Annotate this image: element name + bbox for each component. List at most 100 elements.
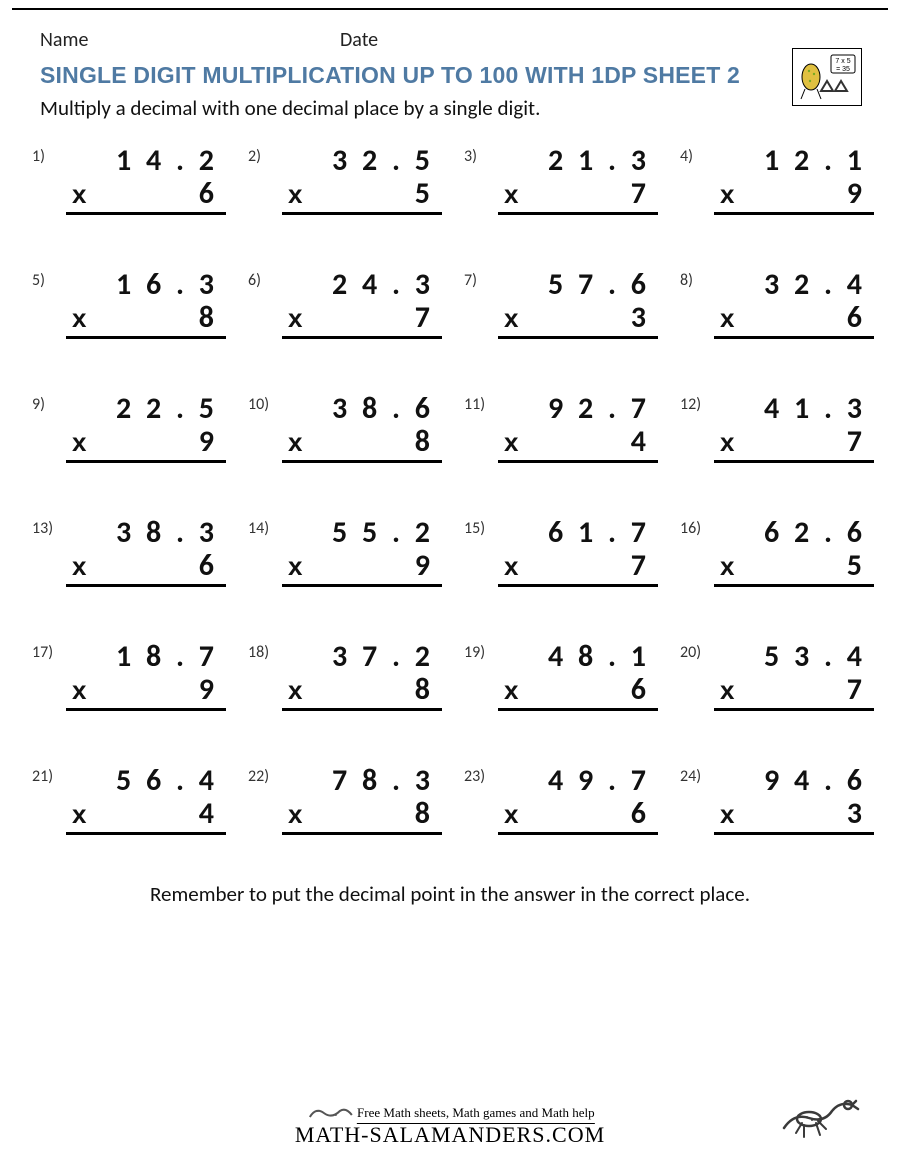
multiplier-row: x3 bbox=[498, 303, 658, 339]
times-symbol: x bbox=[720, 796, 734, 832]
times-symbol: x bbox=[72, 176, 86, 212]
times-symbol: x bbox=[720, 548, 734, 584]
problem-number: 4) bbox=[680, 147, 693, 166]
multiplicand: 2 4 . 3 bbox=[282, 267, 442, 303]
problem-stack: 2 2 . 5x 9 bbox=[66, 391, 226, 463]
multiplier: 3 bbox=[631, 300, 650, 336]
multiplicand: 1 8 . 7 bbox=[66, 639, 226, 675]
multiplicand: 9 4 . 6 bbox=[714, 763, 874, 799]
multiplier: 6 bbox=[847, 300, 866, 336]
header-line: Name Date bbox=[0, 10, 900, 58]
problem-number: 5) bbox=[32, 271, 45, 290]
problem: 11) 9 2 . 7x4 bbox=[460, 391, 658, 463]
times-symbol: x bbox=[288, 176, 302, 212]
multiplicand: 5 7 . 6 bbox=[498, 267, 658, 303]
multiplicand: 3 8 . 6 bbox=[282, 391, 442, 427]
multiplier: 8 bbox=[415, 796, 434, 832]
multiplier: 6 bbox=[199, 176, 218, 212]
problem-number: 19) bbox=[464, 643, 485, 662]
problem: 20)5 3 . 4x7 bbox=[676, 639, 874, 711]
multiplicand: 1 6 . 3 bbox=[66, 267, 226, 303]
multiplier-row: x8 bbox=[282, 675, 442, 711]
problem-number: 24) bbox=[680, 767, 701, 786]
problem: 18)3 7 . 2x8 bbox=[244, 639, 442, 711]
multiplicand: 3 2 . 5 bbox=[282, 143, 442, 179]
multiplicand: 5 5 . 2 bbox=[282, 515, 442, 551]
problem-stack: 9 2 . 7x4 bbox=[498, 391, 658, 463]
multiplier-row: x7 bbox=[498, 551, 658, 587]
problem-number: 16) bbox=[680, 519, 701, 538]
times-symbol: x bbox=[288, 424, 302, 460]
multiplicand: 6 2 . 6 bbox=[714, 515, 874, 551]
multiplier-row: x6 bbox=[498, 675, 658, 711]
problem-number: 7) bbox=[464, 271, 477, 290]
multiplicand: 1 2 . 1 bbox=[714, 143, 874, 179]
multiplicand: 7 8 . 3 bbox=[282, 763, 442, 799]
multiplier: 7 bbox=[631, 176, 650, 212]
footer-url: MATH-SALAMANDERS.COM bbox=[295, 1122, 605, 1148]
multiplicand: 2 2 . 5 bbox=[66, 391, 226, 427]
problem-stack: 2 1 . 3x7 bbox=[498, 143, 658, 215]
multiplicand: 3 7 . 2 bbox=[282, 639, 442, 675]
multiplier-row: x7 bbox=[282, 303, 442, 339]
multiplicand: 4 1 . 3 bbox=[714, 391, 874, 427]
problem: 19) 4 8 . 1x6 bbox=[460, 639, 658, 711]
problem-stack: 7 8 . 3x8 bbox=[282, 763, 442, 835]
problem-number: 14) bbox=[248, 519, 269, 538]
multiplier-row: x5 bbox=[714, 551, 874, 587]
multiplier-row: x4 bbox=[66, 799, 226, 835]
times-symbol: x bbox=[720, 672, 734, 708]
multiplicand: 3 8 . 3 bbox=[66, 515, 226, 551]
svg-text:= 35: = 35 bbox=[836, 66, 850, 73]
times-symbol: x bbox=[288, 548, 302, 584]
problem-stack: 3 8 . 3x6 bbox=[66, 515, 226, 587]
multiplier-row: x7 bbox=[498, 179, 658, 215]
problem: 3)2 1 . 3x7 bbox=[460, 143, 658, 215]
problem: 24) 9 4 . 6x3 bbox=[676, 763, 874, 835]
multiplier-row: x3 bbox=[714, 799, 874, 835]
multiplier-row: x9 bbox=[282, 551, 442, 587]
problem-stack: 4 8 . 1x6 bbox=[498, 639, 658, 711]
multiplier: 8 bbox=[415, 424, 434, 460]
multiplier: 7 bbox=[415, 300, 434, 336]
gecko-icon bbox=[774, 1083, 864, 1148]
times-symbol: x bbox=[720, 424, 734, 460]
problem: 1)1 4 . 2x6 bbox=[28, 143, 226, 215]
multiplicand: 1 4 . 2 bbox=[66, 143, 226, 179]
times-symbol: x bbox=[72, 672, 86, 708]
problem-number: 11) bbox=[464, 395, 485, 414]
multiplicand: 4 8 . 1 bbox=[498, 639, 658, 675]
problem: 6)2 4 . 3x7 bbox=[244, 267, 442, 339]
multiplier: 4 bbox=[199, 796, 218, 832]
problem: 13)3 8 . 3x6 bbox=[28, 515, 226, 587]
multiplier-row: x8 bbox=[282, 799, 442, 835]
multiplier-row: x6 bbox=[498, 799, 658, 835]
multiplicand: 5 6 . 4 bbox=[66, 763, 226, 799]
worksheet-title: SINGLE DIGIT MULTIPLICATION UP TO 100 WI… bbox=[0, 58, 900, 95]
multiplier: 6 bbox=[631, 796, 650, 832]
problem: 12)4 1 . 3x7 bbox=[676, 391, 874, 463]
footer: Free Math sheets, Math games and Math he… bbox=[0, 1074, 900, 1154]
multiplier: 6 bbox=[199, 548, 218, 584]
multiplier: 6 bbox=[631, 672, 650, 708]
multiplicand: 3 2 . 4 bbox=[714, 267, 874, 303]
multiplier-row: x9 bbox=[66, 675, 226, 711]
times-symbol: x bbox=[72, 548, 86, 584]
multiplier: 9 bbox=[199, 424, 218, 460]
problem: 10)3 8 . 6x8 bbox=[244, 391, 442, 463]
problem: 7) 5 7 . 6x3 bbox=[460, 267, 658, 339]
problem-number: 2) bbox=[248, 147, 261, 166]
multiplicand: 5 3 . 4 bbox=[714, 639, 874, 675]
problem-number: 20) bbox=[680, 643, 701, 662]
problem-stack: 5 7 . 6x3 bbox=[498, 267, 658, 339]
problem: 22)7 8 . 3x8 bbox=[244, 763, 442, 835]
multiplicand: 6 1 . 7 bbox=[498, 515, 658, 551]
name-label: Name bbox=[40, 28, 340, 52]
worksheet-page: Name Date 7 x 5 = 35 SINGLE DIGIT MULTIP… bbox=[0, 8, 900, 1172]
problem: 17)1 8 . 7x9 bbox=[28, 639, 226, 711]
multiplier-row: x6 bbox=[66, 551, 226, 587]
multiplier-row: x7 bbox=[714, 427, 874, 463]
problem: 16)6 2 . 6x5 bbox=[676, 515, 874, 587]
times-symbol: x bbox=[72, 424, 86, 460]
multiplier: 5 bbox=[847, 548, 866, 584]
